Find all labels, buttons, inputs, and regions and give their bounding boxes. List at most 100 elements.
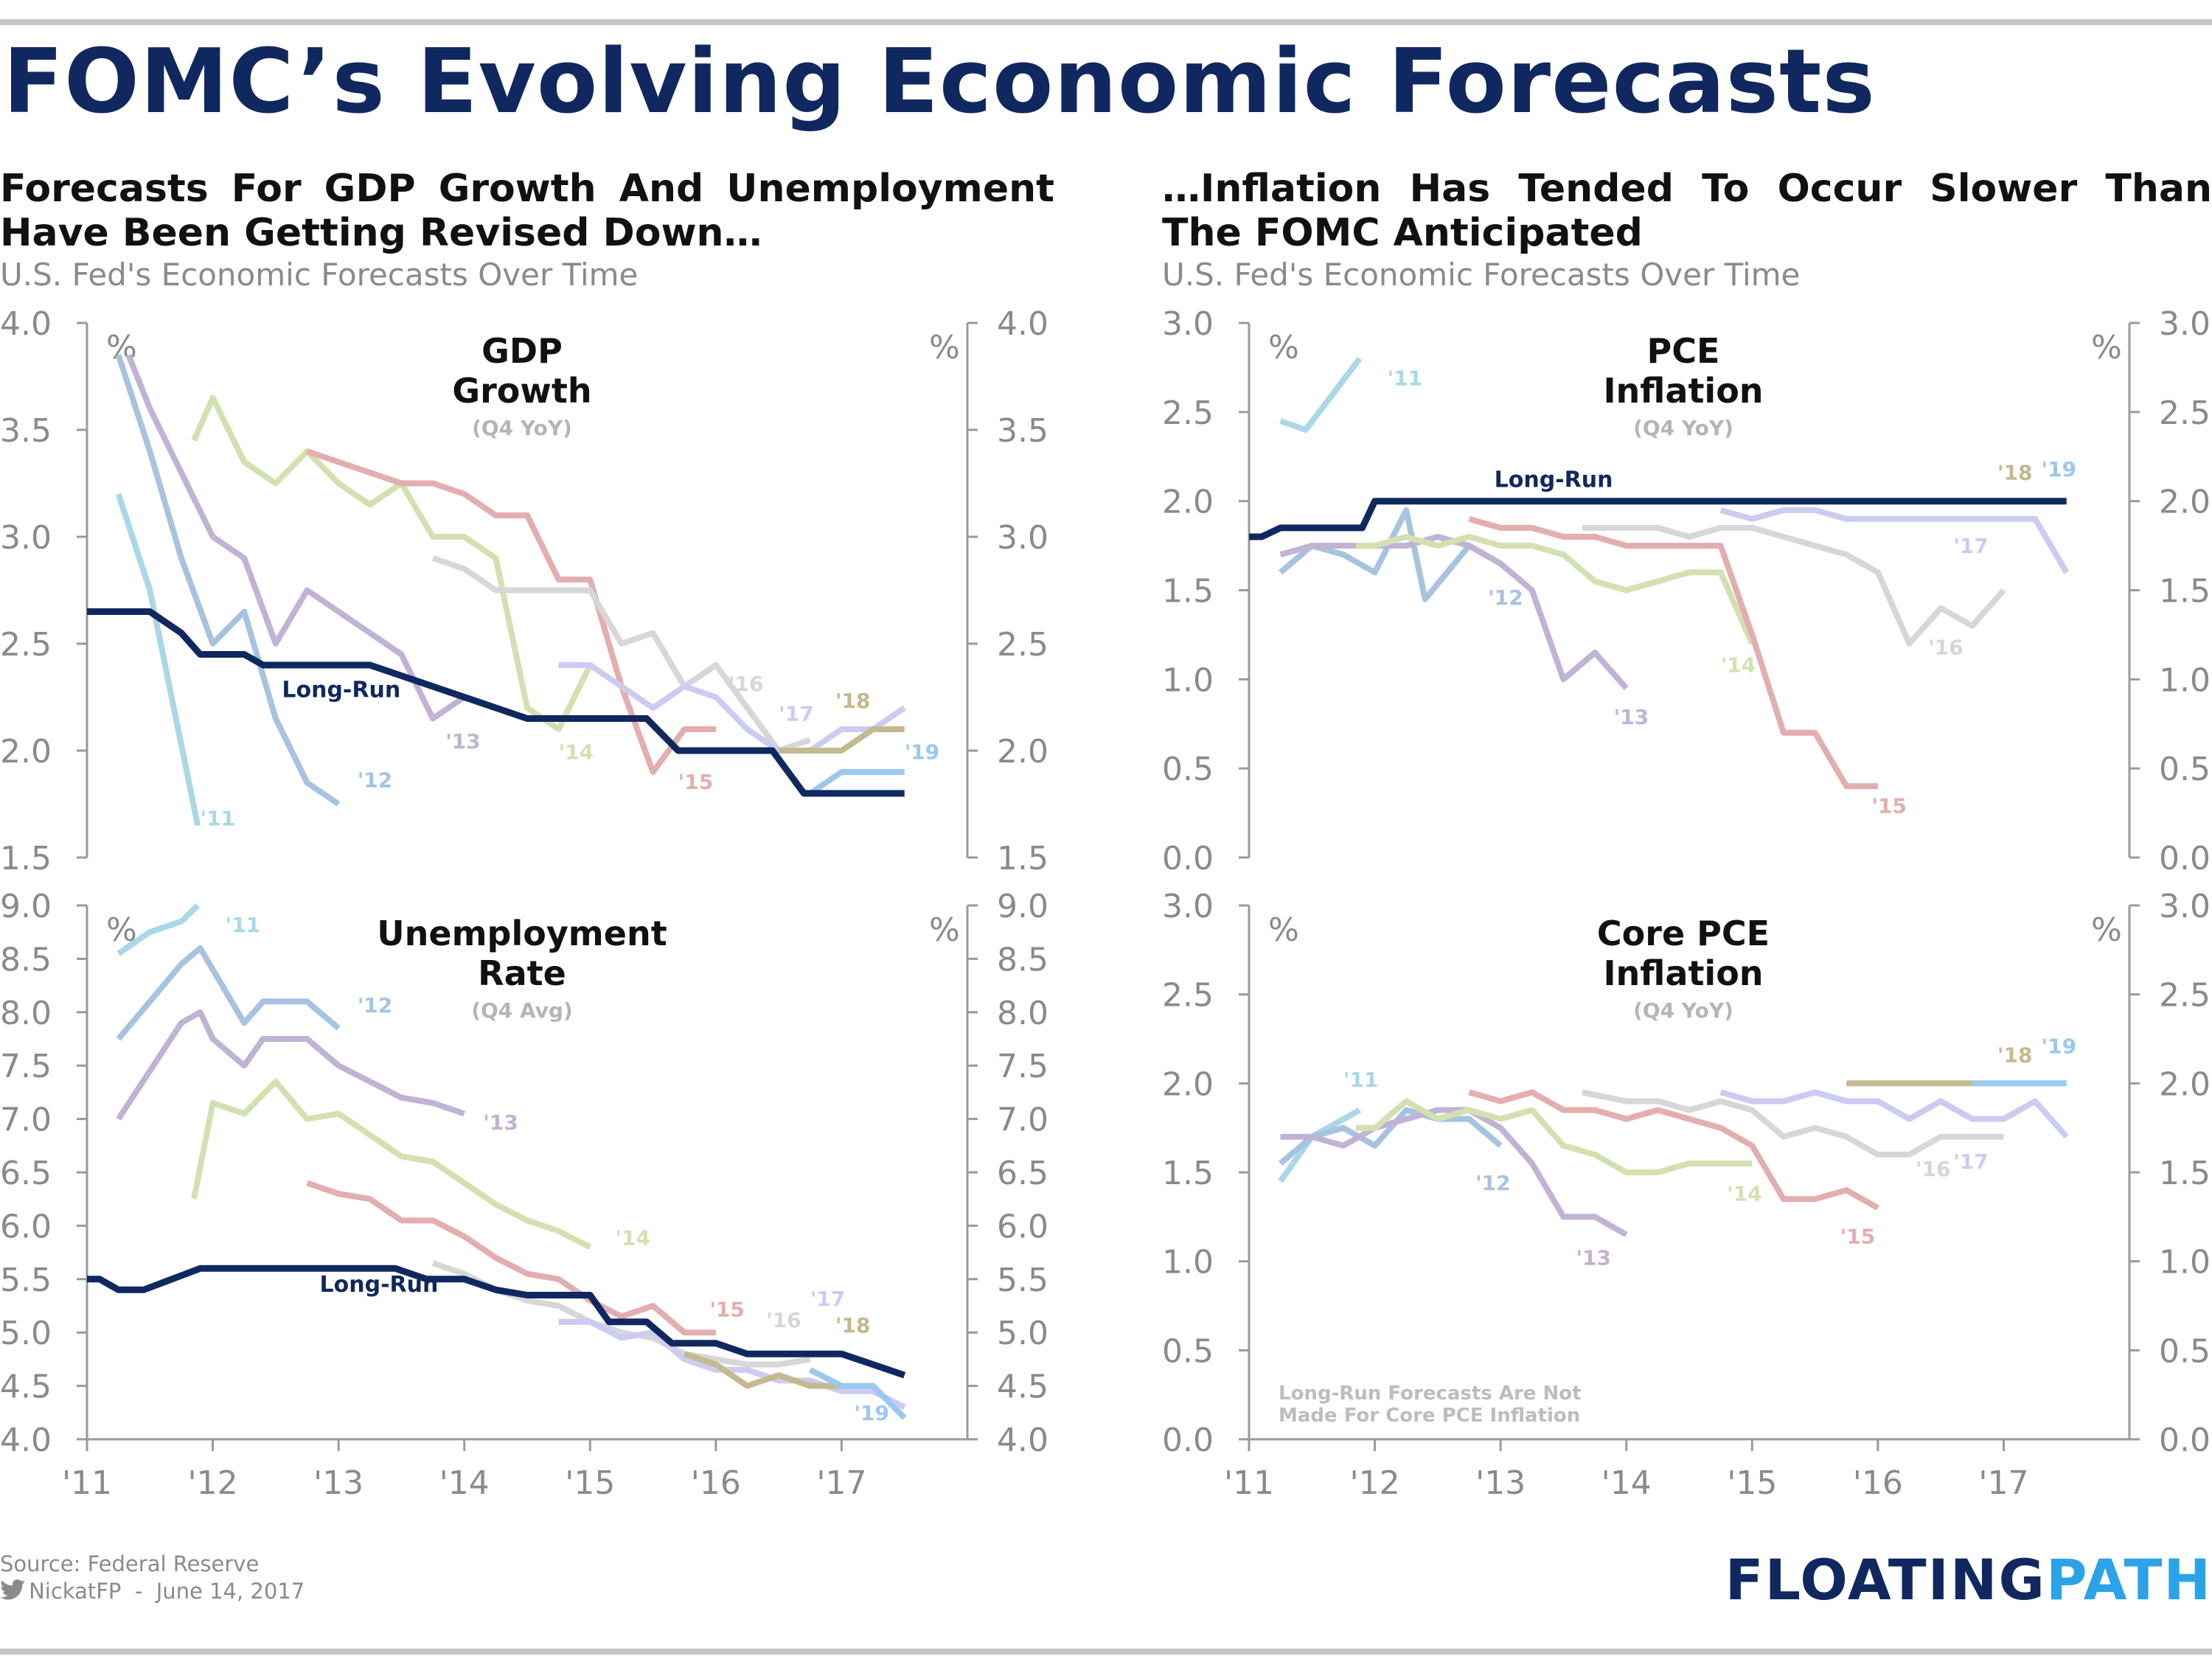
y-tick-label-left: 0.5 (1162, 1332, 1214, 1370)
y-tick-label-right: 2.0 (997, 733, 1048, 771)
y-tick-label-right: 3.0 (2159, 305, 2211, 343)
y-tick-label-right: 2.0 (2159, 1065, 2211, 1103)
series-label: '12 (358, 993, 393, 1018)
chart-panel-4: 0.0 0.0 0.5 0.5 1.0 1.0 1.5 1.5 2.0 2.0 2.5 2.5 3.0 3… (1162, 888, 2211, 1502)
y-tick-label-right: 5.0 (997, 1315, 1048, 1352)
y-tick-label-right: 7.5 (997, 1048, 1048, 1085)
series-line-y19 (808, 1367, 907, 1420)
y-tick-label-left: 1.5 (1162, 1155, 1214, 1192)
chart-panel-1: 1.5 1.52.0 2.02.5 2.53.0 3.03.5 3.54.0 4.0% %GD… (0, 305, 1048, 877)
brand-part-a: FLOATING (1725, 1547, 2046, 1613)
brand-part-b: PATH (2045, 1547, 2212, 1613)
y-tick-label-right: 1.5 (2159, 1155, 2211, 1192)
y-tick-label-left: 1.0 (1162, 661, 1214, 699)
left-section-subtitle: U.S. Fed's Economic Forecasts Over Time (0, 257, 639, 293)
y-tick-label-right: 6.0 (997, 1208, 1048, 1245)
series-line-long-run (1249, 498, 2067, 540)
unit-label-left: % (1268, 329, 1299, 366)
series-line-y13 (1279, 534, 1629, 691)
y-tick-label-left: 5.0 (0, 1315, 52, 1352)
x-tick-label: '13 (313, 1464, 364, 1502)
series-line-y13 (1280, 1107, 1628, 1237)
unit-label-right: % (929, 911, 960, 949)
y-tick-label-right: 0.0 (2159, 1422, 2211, 1459)
series-label: '12 (1488, 585, 1523, 610)
series-label: '15 (709, 1297, 745, 1321)
series-label: '17 (1953, 534, 1989, 558)
series-label: '18 (835, 1313, 871, 1338)
series-line-long-run (87, 608, 905, 797)
series-line-y15 (306, 1180, 716, 1336)
y-tick-label-left: 2.5 (1162, 394, 1214, 432)
left-section-title: Forecasts For GDP Growth And Unemploymen… (0, 167, 1054, 255)
x-tick-label: '17 (1978, 1464, 2028, 1502)
y-tick-label-right: 0.5 (2159, 1332, 2211, 1370)
x-tick-label: '17 (816, 1464, 866, 1502)
y-tick-label-left: 1.5 (0, 840, 52, 877)
series-label: '15 (678, 770, 714, 794)
series-line-y18 (779, 726, 905, 754)
brand-logo: FLOATINGPATH (1725, 1547, 2212, 1613)
x-tick-label: '15 (1727, 1464, 1777, 1502)
y-tick-label-left: 3.5 (0, 412, 52, 450)
chart-title: GDP Growth (452, 331, 591, 411)
y-tick-label-right: 3.0 (997, 519, 1048, 557)
y-tick-label-left: 0.5 (1162, 751, 1214, 788)
y-tick-label-right: 3.5 (997, 412, 1048, 450)
series-label: '19 (2042, 1034, 2077, 1058)
series-line-y13 (125, 354, 466, 722)
twitter-icon (0, 1579, 25, 1603)
twitter-handle-date: NickatFP - June 14, 2017 (29, 1579, 305, 1604)
series-line-y13 (116, 1009, 465, 1121)
series-label: '12 (1475, 1171, 1511, 1195)
series-label: '14 (559, 740, 594, 765)
y-tick-label-right: 8.0 (997, 995, 1048, 1032)
y-tick-label-left: 2.0 (0, 733, 52, 771)
y-tick-label-right: 4.0 (997, 1422, 1048, 1459)
y-tick-label-left: 7.5 (0, 1048, 52, 1085)
y-tick-label-right: 0.5 (2159, 751, 2211, 788)
y-tick-label-right: 1.5 (2159, 573, 2211, 611)
x-tick-label: '14 (439, 1464, 490, 1502)
y-tick-label-right: 0.0 (2159, 840, 2211, 877)
y-tick-label-right: 2.5 (2159, 394, 2211, 432)
series-label: '15 (1840, 1225, 1876, 1249)
y-tick-label-right: 5.5 (997, 1262, 1048, 1299)
series-line-y12 (1279, 507, 1503, 602)
series-label: '16 (1928, 636, 1964, 660)
series-line-y19 (808, 769, 905, 796)
series-label: '16 (728, 672, 764, 696)
series-label: '19 (854, 1401, 889, 1425)
y-tick-label-right: 4.0 (997, 305, 1048, 343)
y-tick-label-left: 3.0 (1162, 888, 1214, 925)
y-tick-label-right: 7.0 (997, 1102, 1048, 1139)
y-tick-label-left: 3.0 (1162, 305, 1214, 343)
y-tick-label-left: 5.5 (0, 1262, 52, 1299)
y-tick-label-right: 2.5 (2159, 977, 2211, 1015)
y-tick-label-left: 6.0 (0, 1208, 52, 1245)
series-label: '16 (1916, 1157, 1951, 1181)
series-line-y12 (115, 354, 341, 807)
y-tick-label-left: 4.5 (0, 1368, 52, 1406)
y-tick-label-left: 2.5 (1162, 977, 1214, 1015)
series-line-y15 (306, 448, 716, 775)
series-line-y16 (431, 555, 812, 754)
x-tick-label: '12 (188, 1464, 238, 1502)
chart-note: Long-Run Forecasts Are Not Made For Core … (1279, 1382, 1582, 1427)
right-section-subtitle: U.S. Fed's Economic Forecasts Over Time (1162, 257, 1801, 293)
series-label: '17 (779, 701, 814, 726)
y-tick-label-right: 4.5 (997, 1368, 1048, 1406)
y-tick-label-right: 9.0 (997, 888, 1048, 925)
unit-label-right: % (2091, 911, 2122, 949)
x-tick-label: '15 (565, 1464, 615, 1502)
series-line-y15 (1468, 515, 1878, 790)
x-tick-label: '16 (1853, 1464, 1903, 1502)
series-label: '17 (1953, 1150, 1989, 1174)
top-rule (0, 19, 2212, 25)
series-line-y14 (191, 1078, 592, 1250)
twitter-row: NickatFP - June 14, 2017 (0, 1579, 305, 1604)
x-tick-label: '11 (62, 1464, 112, 1502)
series-line-y14 (1356, 534, 1755, 645)
series-label: '11 (1388, 366, 1423, 391)
series-label: '13 (445, 729, 481, 754)
